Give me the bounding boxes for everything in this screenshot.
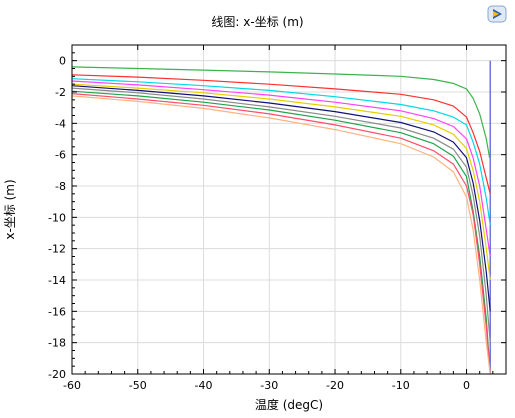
y-tick-label: -20 [48,368,66,381]
y-tick-label: -10 [48,211,66,224]
y-tick-label: -12 [48,243,66,256]
series-line [71,83,491,281]
series-line [71,78,491,226]
x-tick-label: -10 [392,379,410,392]
x-tick-label: -50 [129,379,147,392]
x-tick-label: -60 [63,379,81,392]
x-tick-label: 0 [463,379,470,392]
series-line [71,66,491,158]
axis-ticks: -60 -50 -40 -30 -20 -10 0 0 -2 -4 -6 -8 -10 -12 -14 -16… [48,44,506,392]
y-tick-label: -8 [55,180,66,193]
series-line [71,90,491,375]
y-tick-label: -18 [48,337,66,350]
x-axis-label: 温度 (degC) [255,397,323,412]
series-line [71,74,491,194]
y-axis-label: x-坐标 (m) [3,179,17,239]
series-line [71,95,491,375]
x-tick-label: -20 [326,379,344,392]
x-tick-label: -40 [195,379,213,392]
grid-lines [71,45,506,375]
x-tick-label: -30 [260,379,278,392]
series-line [71,80,491,257]
y-tick-label: -4 [55,117,66,130]
series-line [71,93,491,375]
data-series [71,60,491,375]
y-tick-label: -16 [48,305,66,318]
y-tick-label: -6 [55,149,66,162]
y-tick-label: 0 [59,55,66,68]
y-tick-label: -2 [55,86,66,99]
series-line [71,85,491,312]
chart-title: 线图: x-坐标 (m) [211,15,304,29]
series-line [71,87,491,343]
y-tick-label: -14 [48,274,66,287]
comsol-logo-icon[interactable] [487,5,507,23]
plot-frame [71,44,507,375]
